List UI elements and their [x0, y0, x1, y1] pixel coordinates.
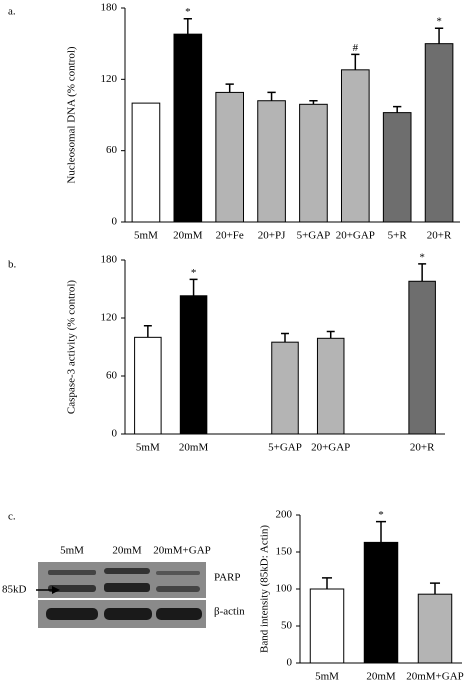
y-tick-label: 0 — [112, 428, 118, 440]
y-tick-label: 180 — [101, 254, 118, 266]
lane-label: 20mM+GAP — [153, 545, 211, 557]
bar — [417, 593, 453, 664]
error-bar — [183, 17, 192, 35]
y-tick-label: 60 — [106, 370, 118, 382]
panel-label: c. — [8, 511, 16, 523]
x-tick-label: 5mM — [136, 442, 160, 454]
x-tick-label: 20+Fe — [216, 230, 244, 242]
error-bar — [375, 520, 387, 543]
x-tick-label: 20+R — [427, 230, 452, 242]
x-tick-label: 20+R — [410, 442, 435, 454]
y-tick-label: 120 — [101, 73, 118, 85]
bar — [173, 33, 203, 223]
error-bar — [321, 577, 333, 589]
significance-mark: # — [353, 42, 359, 54]
significance-mark: * — [436, 16, 442, 28]
blot-band — [104, 568, 150, 574]
significance-mark: * — [378, 509, 384, 521]
bar — [340, 69, 370, 223]
x-tick-label: 20+GAP — [336, 230, 375, 242]
y-tick-label: 0 — [287, 657, 293, 669]
blot-strip — [38, 562, 206, 598]
error-bar — [434, 27, 444, 44]
significance-mark: * — [191, 267, 197, 279]
bar — [408, 280, 436, 435]
x-tick-label: 20mM — [366, 671, 396, 683]
y-tick-label: 180 — [101, 2, 118, 14]
bar — [179, 295, 208, 435]
y-tick-label: 60 — [106, 144, 118, 156]
significance-mark: * — [185, 6, 191, 18]
x-tick-label: 5+GAP — [268, 442, 302, 454]
y-tick-label: 100 — [276, 583, 293, 595]
lane-label: 5mM — [60, 545, 84, 557]
x-tick-label: 5mM — [134, 230, 158, 242]
error-bar — [418, 263, 427, 282]
y-tick-label: 200 — [276, 509, 293, 521]
y-tick-label: 0 — [112, 216, 118, 228]
marker-label: 85kD — [2, 584, 27, 596]
blot-band — [104, 608, 152, 620]
x-tick-label: 20mM+GAP — [406, 671, 464, 683]
bar — [363, 541, 399, 664]
blot-band — [46, 608, 98, 620]
error-bar — [225, 83, 234, 93]
error-bar — [143, 324, 152, 338]
x-tick-label: 5mM — [315, 671, 339, 683]
bar — [257, 100, 286, 223]
bar — [271, 341, 299, 435]
y-tick-label: 150 — [276, 546, 293, 558]
error-bar — [351, 53, 360, 70]
blot-band — [48, 570, 96, 575]
blot-band — [48, 585, 96, 592]
x-tick-label: 20mM — [173, 230, 203, 242]
x-tick-label: 20+PJ — [258, 230, 286, 242]
error-bar — [393, 105, 402, 113]
western-blot: 5mM 20mM 20mM+GAP PARP β-actin 85kD — [2, 545, 245, 628]
x-tick-label: 20mM — [179, 442, 209, 454]
error-bar — [267, 91, 276, 101]
panel-label: a. — [8, 6, 16, 18]
bar — [134, 336, 162, 435]
blot-band — [156, 586, 200, 592]
arrow-head — [52, 586, 60, 594]
error-bar — [189, 278, 198, 296]
bar — [131, 102, 161, 223]
lane-label: 20mM — [112, 545, 142, 557]
error-bar — [429, 582, 441, 595]
row-label: PARP — [214, 572, 241, 584]
bar — [215, 91, 245, 223]
y-axis-label: Caspase-3 activity (% control) — [66, 280, 78, 414]
x-tick-label: 5+R — [388, 230, 408, 242]
bar — [299, 103, 328, 223]
row-label: β-actin — [214, 606, 245, 618]
y-tick-label: 50 — [281, 620, 293, 632]
y-axis-label: Nucleosomal DNA (% control) — [66, 46, 78, 183]
error-bar — [281, 332, 289, 343]
x-tick-label: 20+GAP — [311, 442, 350, 454]
bar — [316, 337, 345, 435]
error-bar — [309, 99, 318, 105]
blot-band — [156, 608, 202, 620]
x-tick-label: 5+GAP — [297, 230, 331, 242]
bar — [309, 588, 345, 664]
y-tick-label: 120 — [101, 312, 118, 324]
bar — [424, 43, 454, 223]
significance-mark: * — [419, 251, 425, 263]
bar — [382, 112, 412, 223]
blot-band — [104, 583, 150, 592]
panel-label: b. — [8, 259, 17, 271]
y-axis-label: Band intensity (85kD: Actin) — [259, 525, 271, 653]
blot-band — [156, 571, 200, 575]
error-bar — [326, 330, 335, 339]
